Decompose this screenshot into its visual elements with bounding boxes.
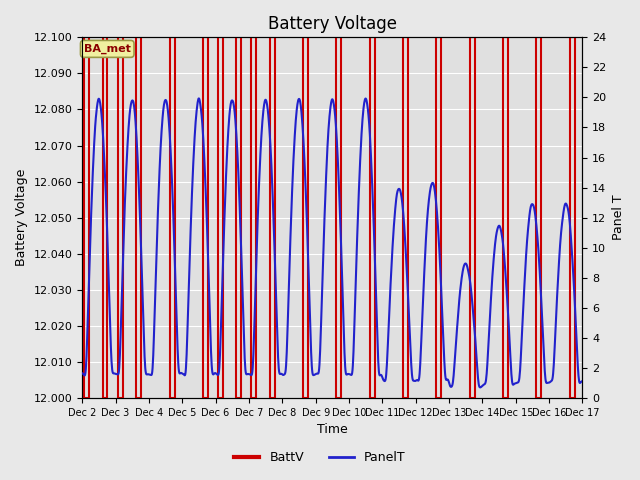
X-axis label: Time: Time [317, 423, 348, 436]
Bar [218, 37, 223, 398]
Bar [118, 37, 123, 398]
Bar [536, 37, 541, 398]
Y-axis label: Battery Voltage: Battery Voltage [15, 169, 28, 266]
Bar [170, 37, 175, 398]
Text: BA_met: BA_met [84, 44, 131, 54]
Bar [236, 37, 241, 398]
Bar [103, 37, 107, 398]
Bar [570, 37, 575, 398]
Bar [436, 37, 442, 398]
Title: Battery Voltage: Battery Voltage [268, 15, 397, 33]
Bar [303, 37, 308, 398]
Bar [336, 37, 341, 398]
Bar [269, 37, 275, 398]
Bar [403, 37, 408, 398]
Bar [252, 37, 256, 398]
Bar [470, 37, 475, 398]
Y-axis label: Panel T: Panel T [612, 195, 625, 240]
Bar [370, 37, 374, 398]
Bar [136, 37, 141, 398]
Legend: BattV, PanelT: BattV, PanelT [229, 446, 411, 469]
Bar [203, 37, 208, 398]
Bar [84, 37, 90, 398]
Bar [503, 37, 508, 398]
